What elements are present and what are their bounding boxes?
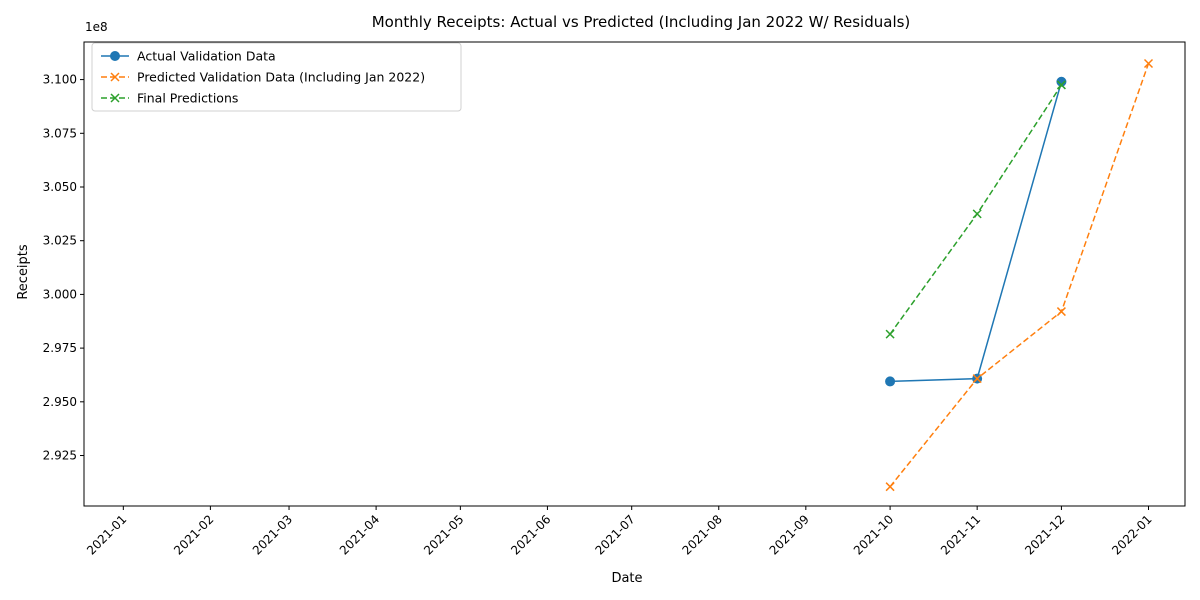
y-tick-label: 2.925 <box>43 449 77 463</box>
legend-marker <box>110 51 120 61</box>
x-tick-label: 2021-01 <box>84 512 129 557</box>
x-tick-label: 2021-06 <box>508 512 553 557</box>
data-point <box>885 482 895 492</box>
x-tick-label: 2022-01 <box>1109 512 1154 557</box>
data-point <box>1056 307 1066 317</box>
x-tick-label: 2021-05 <box>421 512 466 557</box>
series-line <box>889 63 1150 488</box>
x-marker-stroke <box>1056 80 1066 90</box>
x-tick-label: 2021-03 <box>250 512 295 557</box>
y-tick-label: 3.025 <box>43 234 77 248</box>
plot-area: 2021-01 2021-02 2021-03 2021-04 2021-05 2021-… <box>43 41 1186 558</box>
x-marker-stroke <box>885 329 895 339</box>
legend-box <box>91 42 462 112</box>
chart-title: Monthly Receipts: Actual vs Predicted (I… <box>372 13 911 31</box>
x-marker-stroke <box>110 93 120 103</box>
x-marker-stroke <box>110 72 120 82</box>
x-tick-label: 2021-09 <box>767 512 812 557</box>
x-tick-label: 2021-11 <box>938 512 983 557</box>
series-3 <box>885 80 1066 339</box>
y-tick-label: 3.100 <box>43 73 77 87</box>
y-scale-factor-label: 1e8 <box>85 20 108 34</box>
series-line <box>889 84 1063 335</box>
y-axis-title: Receipts <box>16 244 31 300</box>
data-point <box>972 374 982 384</box>
legend-label: Final Predictions <box>137 91 238 106</box>
x-axis-title: Date <box>611 571 642 586</box>
legend-marker <box>110 72 120 82</box>
plot-frame <box>83 41 1186 507</box>
y-tick-label: 3.050 <box>43 180 77 194</box>
data-point <box>885 329 895 339</box>
data-point <box>1056 80 1066 90</box>
x-tick-label: 2021-07 <box>592 512 637 557</box>
x-tick-label: 2021-04 <box>337 512 382 557</box>
legend-marker <box>110 93 120 103</box>
data-point <box>1143 58 1154 69</box>
series-2 <box>885 58 1154 492</box>
legend-label: Actual Validation Data <box>137 49 276 64</box>
x-marker-stroke <box>972 374 982 384</box>
series-line <box>890 81 1063 383</box>
data-point <box>972 209 982 219</box>
legend-label: Predicted Validation Data (Including Jan… <box>137 70 425 85</box>
x-tick-label: 2021-08 <box>680 512 725 557</box>
x-marker-stroke <box>885 482 895 492</box>
series-1 <box>885 76 1067 387</box>
y-tick-label: 3.000 <box>43 287 77 301</box>
y-tick-label: 2.950 <box>43 395 77 409</box>
legend: Actual Validation Data Predicted Validati… <box>91 42 462 112</box>
x-marker-stroke <box>972 209 982 219</box>
y-tick-label: 3.075 <box>43 126 77 140</box>
data-point <box>885 376 896 387</box>
x-marker-stroke <box>1056 307 1066 317</box>
x-marker-stroke <box>1143 58 1154 69</box>
x-tick-label: 2021-02 <box>171 512 216 557</box>
x-tick-label: 2021-10 <box>851 512 896 557</box>
y-tick-label: 2.975 <box>43 341 77 355</box>
x-tick-label: 2021-12 <box>1022 512 1067 557</box>
